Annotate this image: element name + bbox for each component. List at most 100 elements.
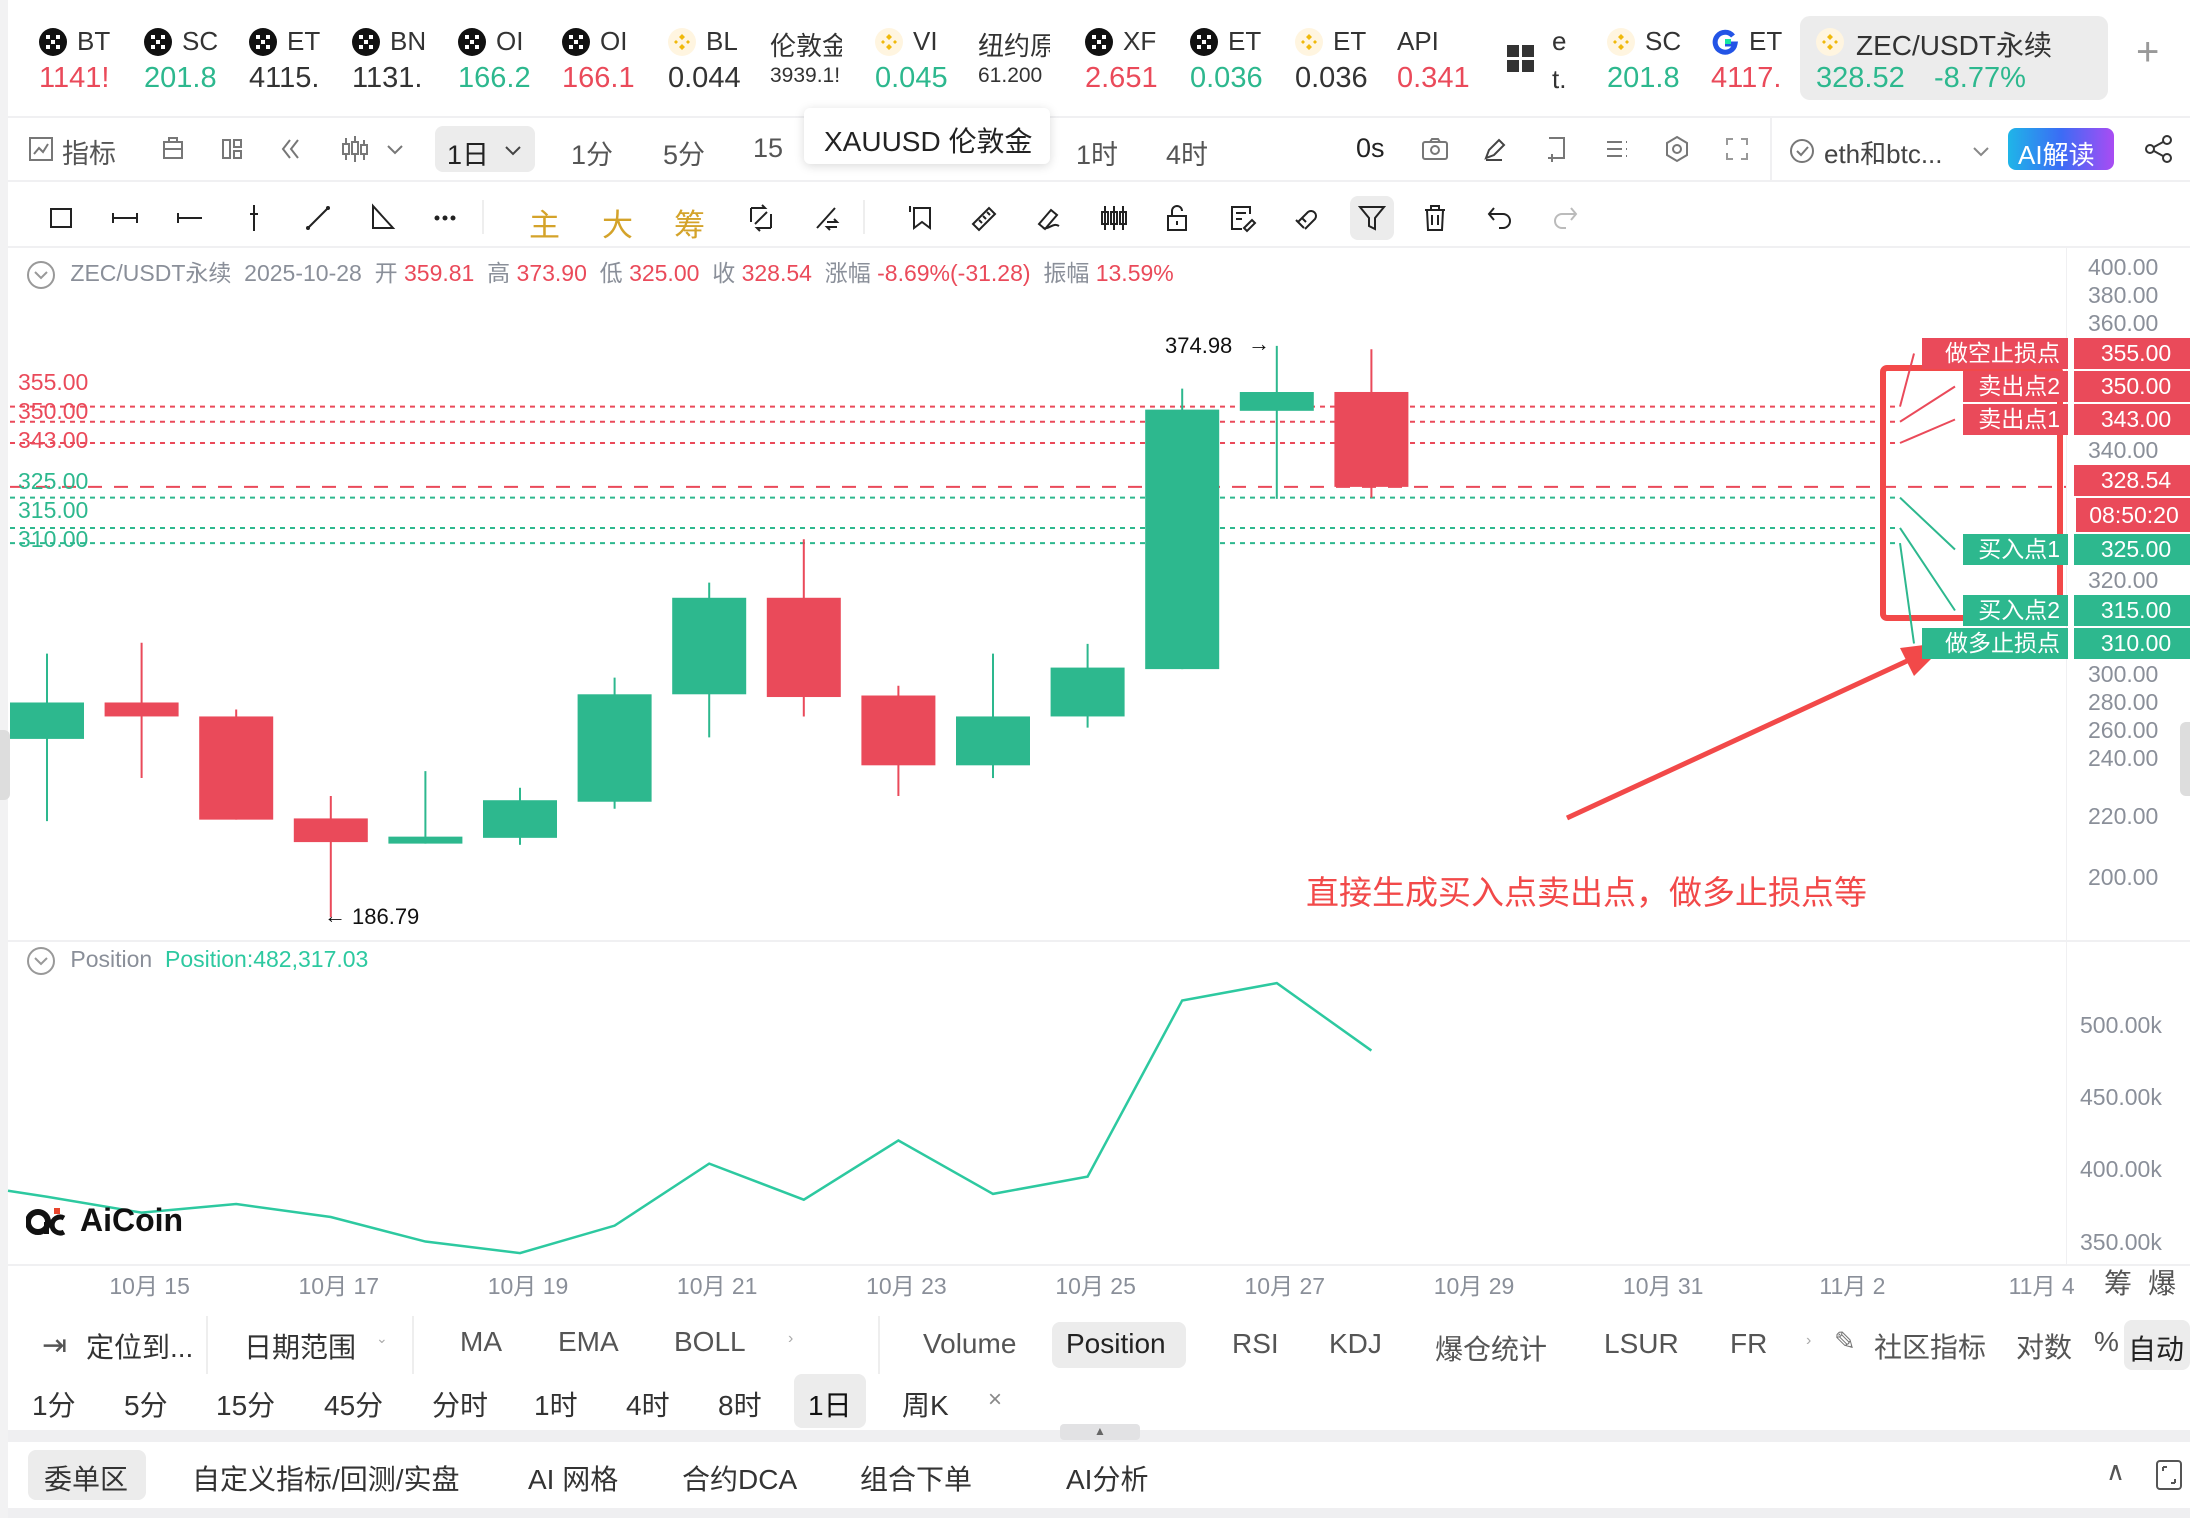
camera-icon[interactable] <box>1418 132 1452 166</box>
interval-bar-item[interactable]: 周K <box>902 1390 949 1421</box>
level-tag-label[interactable]: 买入点1 <box>1963 534 2068 565</box>
sub-indicator-0[interactable]: Volume <box>923 1328 1017 1359</box>
cycle-tool-icon[interactable] <box>739 196 783 240</box>
sub-indicator-5[interactable]: LSUR <box>1604 1328 1679 1359</box>
sub-indicator-1[interactable]: Position <box>1066 1328 1166 1359</box>
vertical-line-tool-icon[interactable] <box>232 196 276 240</box>
level-tag-label[interactable]: 做空止损点 <box>1922 338 2068 369</box>
collapse-icon[interactable] <box>26 260 56 290</box>
interval-bar-item[interactable]: 1时 <box>534 1390 578 1421</box>
expand-icon[interactable] <box>2154 1458 2184 1492</box>
chip-distribution-toggle[interactable]: 筹 <box>2104 1268 2133 1299</box>
locate-button[interactable]: 定位到... <box>86 1332 194 1363</box>
ticker-item[interactable]: XF 2.651 <box>1085 22 1185 102</box>
interval-dropdown[interactable]: 1日 <box>435 126 535 172</box>
interval-bar-item[interactable]: 15分 <box>216 1390 276 1421</box>
interval-1h[interactable]: 1时 <box>1076 140 1119 170</box>
ticker-item[interactable]: 伦敦金 3939.1! <box>770 22 870 102</box>
chip-tool-9[interactable]: 筹 <box>674 208 705 243</box>
ruler-tool-icon[interactable] <box>963 196 1007 240</box>
add-tab-button[interactable]: + <box>2136 30 2160 74</box>
interval-1m[interactable]: 1分 <box>571 140 614 170</box>
countdown-toggle[interactable]: 0s <box>1356 133 1385 163</box>
date-range-button[interactable]: 日期范围 <box>244 1332 357 1363</box>
ticker-item[interactable]: OI 166.1 <box>562 22 662 102</box>
flag-tool-icon[interactable] <box>898 196 942 240</box>
level-tag-label[interactable]: 做多止损点 <box>1922 628 2068 659</box>
settings-icon[interactable] <box>1660 132 1694 166</box>
eraser-tool-icon[interactable] <box>1027 196 1071 240</box>
interval-bar-item[interactable]: 1日 <box>808 1390 852 1421</box>
interval-5m[interactable]: 5分 <box>663 140 706 170</box>
sub-indicator-2[interactable]: RSI <box>1232 1328 1279 1359</box>
percent-scale-button[interactable]: % <box>2094 1326 2119 1357</box>
bottom-tab[interactable]: 自定义指标/回测/实盘 <box>192 1464 460 1495</box>
replay-icon[interactable] <box>274 132 308 166</box>
community-indicators-button[interactable]: 社区指标 <box>1874 1332 1987 1363</box>
interval-bar-item[interactable]: 45分 <box>324 1390 384 1421</box>
interval-bar-item[interactable]: 4时 <box>626 1390 670 1421</box>
more-tool-icon[interactable] <box>423 196 467 240</box>
level-tag-label[interactable]: 卖出点2 <box>1963 371 2068 402</box>
trash-tool-icon[interactable] <box>1413 196 1457 240</box>
ticker-item[interactable]: SC 201.8 <box>144 22 244 102</box>
ticker-item[interactable]: ET 0.036 <box>1295 22 1395 102</box>
chip-tool-7[interactable]: 主 <box>529 208 560 243</box>
main-indicator-ma[interactable]: MA <box>460 1326 502 1357</box>
ticker-item[interactable]: SC 201.8 <box>1607 22 1707 102</box>
panel-collapse-handle[interactable]: ▲ <box>1060 1424 1140 1440</box>
auto-scale-button[interactable]: 自动 <box>2128 1334 2185 1365</box>
horizontal-ray-tool-icon[interactable] <box>168 196 212 240</box>
bottom-tab[interactable]: 委单区 <box>44 1464 129 1495</box>
ticker-item[interactable]: 纽约原 61.200 <box>978 22 1078 102</box>
magnet-tool-icon[interactable] <box>1284 196 1328 240</box>
close-interval-bar-button[interactable]: × <box>988 1386 1003 1413</box>
ai-interpret-button[interactable]: AI解读 <box>2008 128 2114 170</box>
trend-line-tool-icon[interactable] <box>296 196 340 240</box>
pen-icon[interactable] <box>1478 132 1512 166</box>
ticker-item[interactable]: VI 0.045 <box>875 22 975 102</box>
interval-bar-item[interactable]: 8时 <box>718 1390 762 1421</box>
ticker-item[interactable]: BL 0.044 <box>668 22 768 102</box>
chevron-right-icon[interactable]: › <box>788 1330 794 1347</box>
right-panel-handle[interactable] <box>2180 722 2190 796</box>
bottom-tab[interactable]: 合约DCA <box>682 1464 798 1495</box>
unlock-tool-icon[interactable] <box>1155 196 1199 240</box>
level-tag-label[interactable]: 买入点2 <box>1963 595 2068 626</box>
bottom-tab[interactable]: AI 网格 <box>528 1464 619 1495</box>
active-ticker-tab[interactable]: ZEC/USDT永续 328.52 -8.77% <box>1800 16 2108 100</box>
collapse-icon[interactable] <box>26 946 56 976</box>
ticker-item[interactable]: API 0.341 <box>1397 22 1497 102</box>
horizontal-segment-tool-icon[interactable] <box>103 196 147 240</box>
level-tag-label[interactable]: 卖出点1 <box>1963 404 2068 435</box>
filter-tool-icon[interactable] <box>1350 196 1394 240</box>
log-scale-button[interactable]: 对数 <box>2016 1332 2073 1363</box>
layout-dropdown[interactable]: eth和btc... <box>1784 130 1994 170</box>
chip-tool-8[interactable]: 大 <box>602 208 633 243</box>
chevron-up-icon[interactable]: ∧ <box>2106 1456 2126 1486</box>
left-panel-handle[interactable] <box>0 730 10 800</box>
ticker-item[interactable]: OI 166.2 <box>458 22 558 102</box>
ticker-item[interactable]: e t. <box>1506 22 1606 102</box>
template-icon[interactable] <box>156 132 190 166</box>
cross-arrows-tool-icon[interactable] <box>805 196 849 240</box>
main-indicator-ema[interactable]: EMA <box>558 1326 619 1357</box>
main-indicator-boll[interactable]: BOLL <box>674 1326 746 1357</box>
bottom-tab[interactable]: AI分析 <box>1066 1464 1149 1495</box>
ticker-item[interactable]: ET 4115. <box>249 22 349 102</box>
ticker-item[interactable]: BN 1131. <box>352 22 452 102</box>
candles-tool-icon[interactable] <box>1092 196 1136 240</box>
list-icon[interactable] <box>1600 132 1634 166</box>
interval-bar-item[interactable]: 分时 <box>432 1390 489 1421</box>
undo-tool-icon[interactable] <box>1478 196 1522 240</box>
pane-divider[interactable] <box>8 940 2190 942</box>
sub-indicator-6[interactable]: FR <box>1730 1328 1768 1359</box>
rectangle-tool-icon[interactable] <box>39 196 83 240</box>
add-window-icon[interactable] <box>1539 132 1573 166</box>
liquidation-toggle[interactable]: 爆 <box>2148 1268 2177 1299</box>
interval-4h[interactable]: 4时 <box>1166 140 1209 170</box>
edit-note-tool-icon[interactable] <box>1220 196 1264 240</box>
sub-indicator-3[interactable]: KDJ <box>1329 1328 1382 1359</box>
ticker-item[interactable]: ET 4117. <box>1711 22 1811 102</box>
